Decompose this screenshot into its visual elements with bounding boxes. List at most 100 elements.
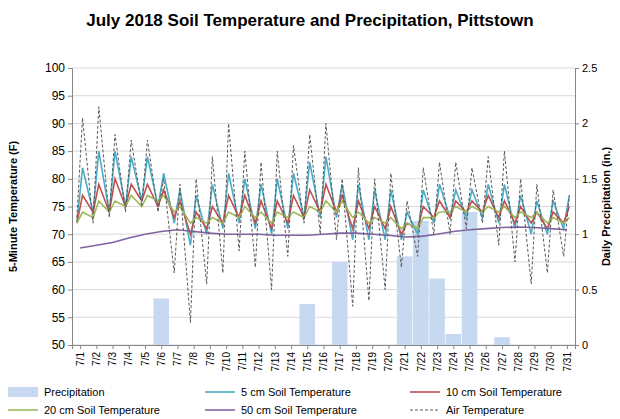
tick: 7/1 (75, 345, 86, 366)
bar (170, 345, 186, 346)
tick: 7/24 (448, 345, 459, 371)
tick: 7/20 (383, 345, 394, 371)
legend-item: Air Temperature (410, 404, 524, 416)
tick: 7/10 (221, 345, 232, 371)
legend-label: Precipitation (44, 386, 105, 398)
bar (413, 221, 429, 345)
bar (543, 345, 559, 346)
tick: 7/4 (123, 345, 134, 366)
bar (299, 304, 315, 345)
tick-label: 7/23 (432, 352, 443, 372)
tick-label: 7/4 (123, 352, 134, 366)
tick: 55 (52, 311, 72, 325)
tick-mark (80, 345, 81, 349)
legend-swatch (205, 409, 235, 411)
tick-label: 7/18 (351, 352, 362, 372)
bar (462, 212, 478, 345)
tick: 90 (52, 117, 72, 131)
tick-mark (421, 345, 422, 349)
legend-swatch (410, 410, 440, 411)
tick: 60 (52, 283, 72, 297)
grid-line (72, 68, 575, 69)
axis: 50556065707580859095100 (45, 61, 73, 352)
bar (364, 345, 380, 346)
tick: 2 (575, 117, 588, 129)
tick-label: 7/9 (205, 352, 216, 366)
tick-mark (575, 290, 579, 291)
tick-mark (453, 345, 454, 349)
legend-label: 10 cm Soil Temperature (446, 386, 562, 398)
tick-mark (96, 345, 97, 349)
tick-label: 7/29 (529, 352, 540, 372)
legend-swatch (410, 391, 440, 393)
tick: 7/7 (172, 345, 183, 366)
tick: 7/18 (351, 345, 362, 371)
tick-mark (372, 345, 373, 349)
bar (153, 298, 169, 345)
tick-mark (575, 179, 579, 180)
tick: 7/3 (107, 345, 118, 366)
bar (494, 337, 510, 345)
tick-mark (161, 345, 162, 349)
tick: 2.5 (575, 62, 597, 74)
tick-mark (486, 345, 487, 349)
tick: 0.5 (575, 284, 597, 296)
tick-label: 7/11 (237, 352, 248, 371)
tick: 1 (575, 228, 588, 240)
tick: 7/12 (253, 345, 264, 371)
tick-mark (68, 345, 72, 346)
tick-label: 7/2 (91, 352, 102, 366)
line (80, 227, 567, 248)
tick-mark (356, 345, 357, 349)
tick-label: 7/17 (334, 352, 345, 372)
bar (137, 345, 153, 346)
bar (510, 345, 526, 346)
grid (72, 68, 575, 345)
tick-mark (68, 68, 72, 69)
bar (527, 345, 543, 346)
tick-label: 7/10 (221, 352, 232, 372)
bar (105, 345, 121, 346)
tick: 7/22 (416, 345, 427, 371)
legend-item: 10 cm Soil Temperature (410, 386, 562, 398)
tick-mark (518, 345, 519, 349)
tick: 95 (52, 89, 72, 103)
tick-label: 1.5 (582, 173, 597, 185)
chart: July 2018 Soil Temperature and Precipita… (0, 0, 620, 419)
tick-label: 7/26 (480, 352, 491, 372)
tick-label: 7/25 (464, 352, 475, 372)
tick: 0 (575, 339, 588, 351)
tick: 7/25 (464, 345, 475, 371)
legend: Precipitation5 cm Soil Temperature10 cm … (8, 386, 562, 416)
axis-line (576, 69, 580, 346)
tick-mark (68, 179, 72, 180)
tick: 65 (52, 255, 72, 269)
tick: 85 (52, 144, 72, 158)
tick-mark (68, 317, 72, 318)
tick-label: 0 (582, 339, 588, 351)
tick-mark (242, 345, 243, 349)
tick: 7/30 (545, 345, 556, 371)
tick-mark (291, 345, 292, 349)
tick-mark (551, 345, 552, 349)
tick: 7/11 (237, 345, 248, 371)
tick-label: 7/19 (367, 352, 378, 372)
bar (397, 256, 413, 345)
tick: 7/27 (497, 345, 508, 371)
tick-label: 1 (582, 228, 588, 240)
tick-label: 7/13 (270, 352, 281, 372)
grid-line (72, 151, 575, 152)
tick-mark (275, 345, 276, 349)
tick: 7/28 (513, 345, 524, 371)
tick-mark (68, 290, 72, 291)
tick-label: 75 (52, 200, 66, 214)
tick-mark (575, 123, 579, 124)
tick-label: 7/31 (562, 352, 573, 372)
tick-label: 7/20 (383, 352, 394, 372)
tick: 7/5 (140, 345, 151, 366)
bar (218, 345, 234, 346)
bar (251, 345, 267, 346)
bar (267, 345, 283, 346)
tick: 70 (52, 228, 72, 242)
tick-mark (259, 345, 260, 349)
